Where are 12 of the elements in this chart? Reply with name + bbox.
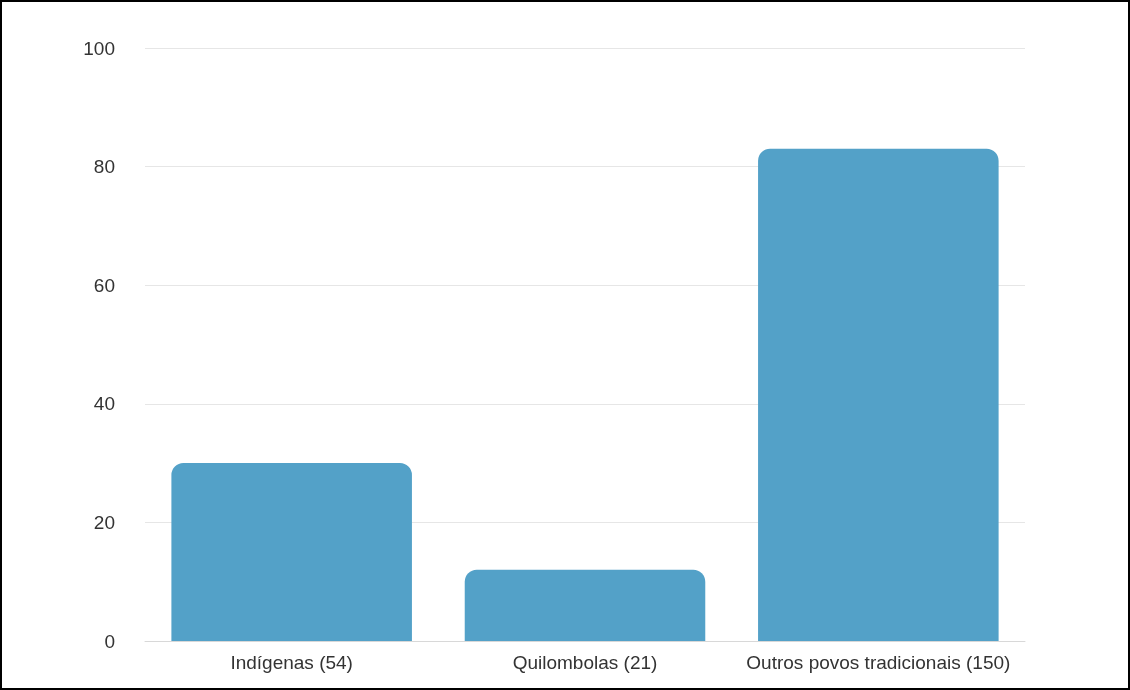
x-tick-label: Indígenas (54) (230, 652, 353, 673)
x-tick-label: Outros povos tradicionais (150) (746, 652, 1011, 673)
y-tick-label: 0 (104, 630, 115, 652)
y-tick-label: 100 (83, 37, 115, 59)
bar (758, 148, 999, 641)
y-tick-label: 40 (93, 393, 115, 415)
bar (171, 463, 412, 641)
bar (464, 569, 706, 641)
y-tick-label: 80 (93, 156, 115, 178)
y-tick-label: 60 (93, 274, 115, 296)
y-tick-label: 20 (93, 511, 115, 533)
x-tick-label: Quilombolas (21) (512, 652, 658, 673)
